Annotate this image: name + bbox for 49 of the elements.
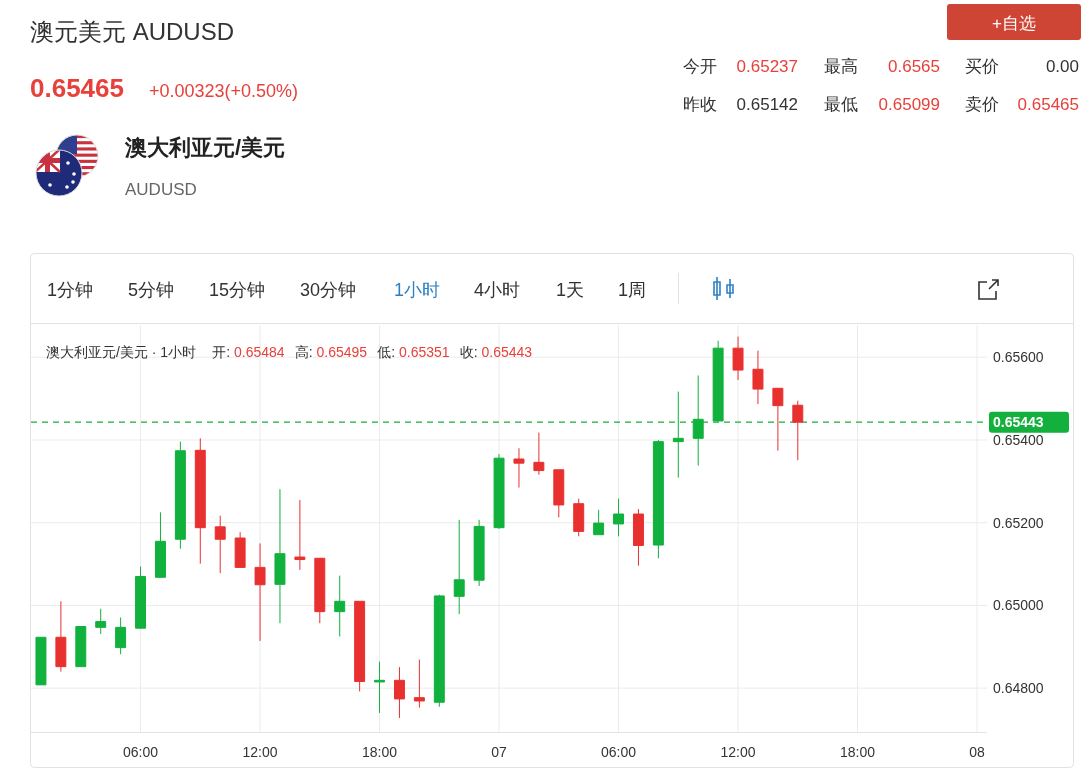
annotation: 低: <box>377 344 395 360</box>
annotation: 澳大利亚元/美元 · 1小时 <box>46 344 197 360</box>
annotation: 0.65142 <box>736 95 798 114</box>
annotation: 30分钟 <box>300 280 357 300</box>
y-tick-label: 0.65600 <box>993 349 1044 366</box>
x-tick-label: 07 <box>491 744 507 760</box>
annotation: 最高 <box>824 57 858 76</box>
y-tick-label: 0.64800 <box>993 680 1044 697</box>
annotation: +0.00323(+0.50%) <box>149 81 299 101</box>
annotation: 1分钟 <box>47 280 93 300</box>
y-tick-label: 0.65200 <box>993 514 1044 531</box>
y-tick-label: 0.65400 <box>993 432 1044 448</box>
annotation: 高: <box>294 344 313 360</box>
annotation: 1天 <box>556 280 584 300</box>
annotation: 0.65099 <box>878 95 940 114</box>
annotation: 15分钟 <box>209 280 266 300</box>
annotation: 1周 <box>618 280 646 300</box>
annotation: 0.65443 <box>481 344 533 360</box>
x-tick-label: 18:00 <box>840 744 876 760</box>
annotation: 澳大利亚元/美元 <box>125 135 286 160</box>
x-tick-label: 08 <box>969 744 985 760</box>
annotation: 0.65237 <box>736 57 798 76</box>
annotation: AUDUSD <box>125 180 197 199</box>
annotation: 今开 <box>683 57 717 76</box>
annotation: 昨收 <box>683 95 717 114</box>
y-tick-label: 0.65000 <box>993 597 1044 614</box>
x-tick-label: 12:00 <box>720 744 756 760</box>
annotation: 0.65351 <box>399 344 450 360</box>
annotation: 卖价 <box>965 95 999 114</box>
title: 澳元美元 AUDUSD <box>30 18 234 45</box>
annotation: 买价 <box>965 57 999 76</box>
annotation: 1小时 <box>394 280 440 300</box>
annotation: 0.65495 <box>316 344 368 360</box>
annotation: 最低 <box>824 95 858 114</box>
annotation: 0.6565 <box>888 57 940 76</box>
annotation: 0.65465 <box>30 73 124 103</box>
x-tick-label: 12:00 <box>242 744 278 760</box>
annotation: 开: <box>212 344 230 360</box>
annotation: 5分钟 <box>128 280 174 300</box>
annotation: +自选 <box>992 14 1036 33</box>
annotation: 收: <box>459 344 478 360</box>
annotation: 0.00 <box>1045 57 1079 76</box>
annotation: 0.65465 <box>1017 95 1079 114</box>
x-tick-label: 06:00 <box>123 744 159 760</box>
ref-line-label: 0.65443 <box>993 414 1044 431</box>
annotation: 0.65484 <box>234 344 285 360</box>
x-tick-label: 18:00 <box>362 744 398 760</box>
x-tick-label: 06:00 <box>601 744 637 760</box>
annotation: 4小时 <box>474 280 520 300</box>
